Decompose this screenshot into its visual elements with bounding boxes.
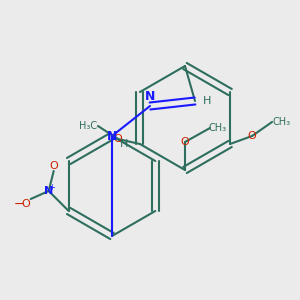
Text: H: H bbox=[203, 96, 211, 106]
Text: O: O bbox=[49, 161, 58, 171]
Text: N: N bbox=[107, 130, 117, 142]
Text: O: O bbox=[181, 137, 189, 147]
Text: N: N bbox=[145, 89, 155, 103]
Text: −: − bbox=[14, 197, 24, 211]
Text: CH₃: CH₃ bbox=[209, 123, 227, 133]
Text: H₃C: H₃C bbox=[79, 121, 97, 131]
Text: O: O bbox=[248, 131, 256, 141]
Text: +: + bbox=[48, 184, 55, 193]
Text: O: O bbox=[114, 134, 122, 144]
Text: CH₃: CH₃ bbox=[273, 117, 291, 127]
Text: H: H bbox=[120, 139, 128, 149]
Text: O: O bbox=[21, 199, 30, 209]
Text: N: N bbox=[44, 186, 53, 196]
